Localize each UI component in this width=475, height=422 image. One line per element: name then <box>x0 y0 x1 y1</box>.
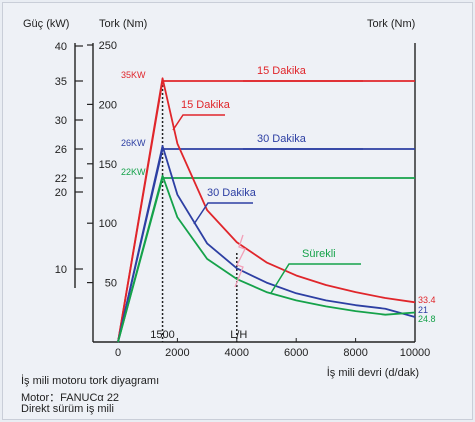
caption-line-1: İş mili motoru tork diyagramı <box>21 375 159 387</box>
x-tick-label-1: 2000 <box>165 347 189 359</box>
x-tick-label-3: 6000 <box>284 347 308 359</box>
callout-label-2: 30 Dakika <box>257 133 307 145</box>
x-marker-label-1: L/H <box>230 329 247 341</box>
power-tick-label-3: 26 <box>55 144 67 156</box>
torque-power-chart: Güç (kW) Tork (Nm) Tork (Nm) 40 35 30 26 22 20 10… <box>3 3 472 419</box>
power-tick-label-6: 10 <box>55 264 67 276</box>
callout-label-4: Sürekli <box>302 248 336 260</box>
callout-label-3: 30 Dakika <box>207 187 257 199</box>
x-tick-label-4: 8000 <box>343 347 367 359</box>
callout-label-0: 15 Dakika <box>257 65 307 77</box>
torque-tick-label-1: 200 <box>99 99 117 111</box>
power-point-label-2: 22KW <box>121 167 146 177</box>
power-tick-label-4: 22 <box>55 173 67 185</box>
power-point-label-0: 35KW <box>121 70 146 80</box>
callout-label-1: 15 Dakika <box>181 99 231 111</box>
power-point-label-1: 26KW <box>121 138 146 148</box>
x-tick-label-5: 10000 <box>400 347 431 359</box>
torque-axis-title-right: Tork (Nm) <box>367 18 415 30</box>
power-tick-label-5: 20 <box>55 187 67 199</box>
torque-end-label-0: 33.4 <box>418 295 436 305</box>
x-axis-title: İş mili devri (d/dak) <box>327 366 419 379</box>
torque-end-label-2: 24.8 <box>418 314 436 324</box>
callout-line-1 <box>173 115 225 130</box>
power-tick-label-0: 40 <box>55 41 67 53</box>
torque-tick-label-3: 100 <box>99 218 117 230</box>
x-tick-label-2: 4000 <box>225 347 249 359</box>
power-tick-label-2: 30 <box>55 115 67 127</box>
x-marker-label-0: 1500 <box>150 329 174 341</box>
torque-tick-label-0: 250 <box>99 40 117 52</box>
torque-axis-title-left: Tork (Nm) <box>99 18 147 30</box>
power-tick-label-1: 35 <box>55 76 67 88</box>
power-axis-title: Güç (kW) <box>23 18 69 30</box>
callout-line-3 <box>194 203 253 224</box>
torque-tick-label-2: 150 <box>99 159 117 171</box>
torque-tick-label-4: 50 <box>105 278 117 290</box>
caption-line-3: Direkt sürüm iş mili <box>21 403 114 415</box>
x-tick-label-0: 0 <box>115 347 121 359</box>
